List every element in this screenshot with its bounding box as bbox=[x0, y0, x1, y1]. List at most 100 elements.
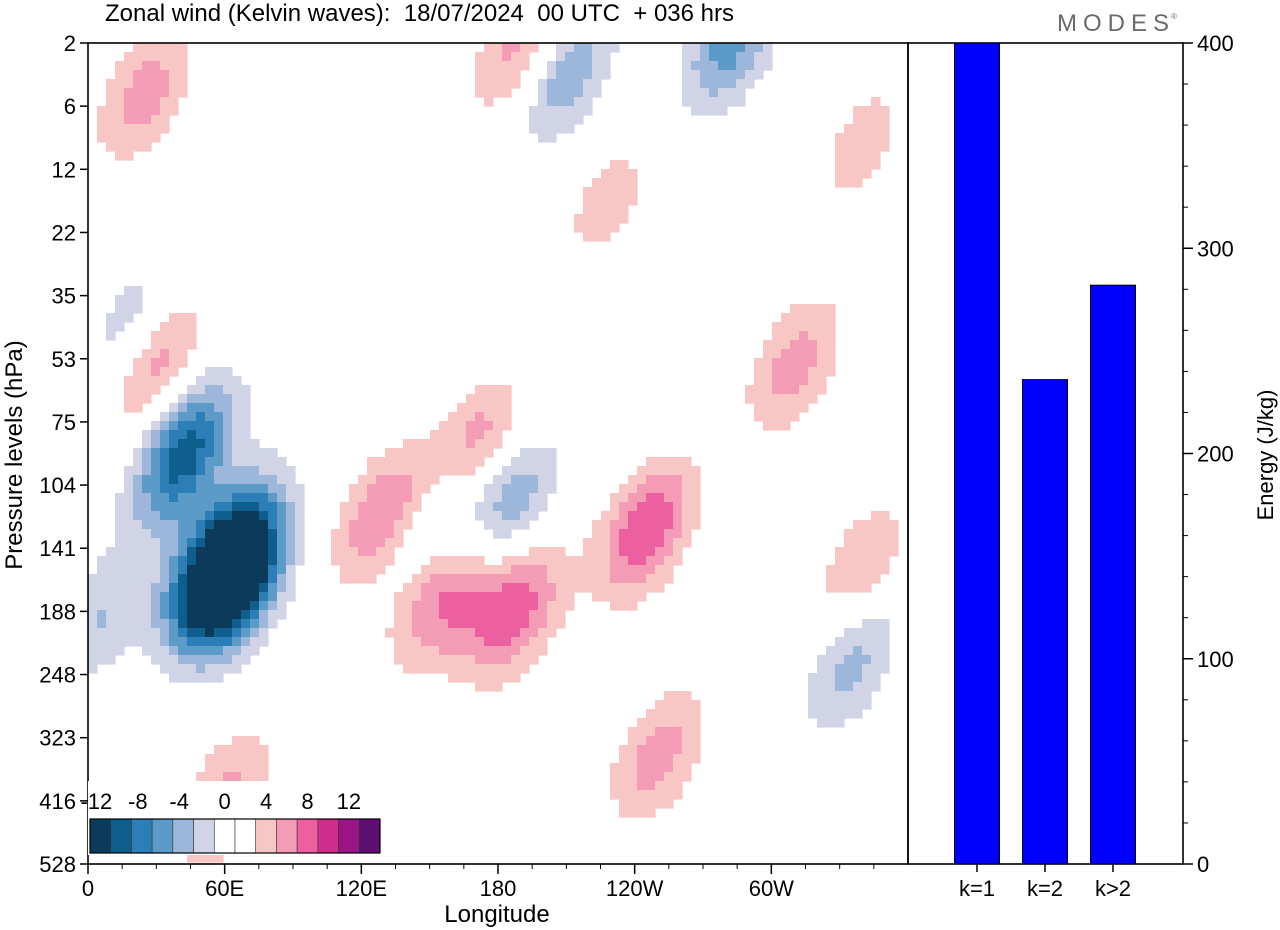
field-cell bbox=[637, 772, 647, 782]
field-cell bbox=[385, 493, 395, 503]
field-cell bbox=[790, 403, 800, 413]
field-cell bbox=[457, 457, 467, 467]
field-cell bbox=[529, 556, 539, 566]
field-cell bbox=[187, 673, 197, 683]
field-cell bbox=[484, 97, 494, 107]
colorbar-label: 4 bbox=[260, 789, 272, 814]
field-cell bbox=[637, 475, 647, 485]
field-cell bbox=[556, 79, 566, 89]
field-cell bbox=[871, 547, 881, 557]
field-cell bbox=[124, 385, 134, 395]
field-cell bbox=[376, 502, 386, 512]
field-cell bbox=[169, 61, 179, 71]
field-cell bbox=[277, 475, 287, 485]
field-cell bbox=[205, 664, 215, 674]
field-cell bbox=[664, 511, 674, 521]
field-cell bbox=[835, 565, 845, 575]
x-axis-label: Longitude bbox=[444, 901, 549, 928]
field-cell bbox=[187, 313, 197, 323]
field-cell bbox=[493, 646, 503, 656]
field-cell bbox=[520, 43, 530, 53]
field-cell bbox=[448, 430, 458, 440]
field-cell bbox=[799, 340, 809, 350]
y-tick-label: 248 bbox=[39, 663, 76, 688]
field-cell bbox=[196, 583, 206, 593]
field-cell bbox=[664, 502, 674, 512]
field-cell bbox=[124, 601, 134, 611]
colorbar-swatch bbox=[110, 818, 132, 854]
field-cell bbox=[844, 124, 854, 134]
field-cell bbox=[367, 457, 377, 467]
field-cell bbox=[538, 448, 548, 458]
field-cell bbox=[196, 556, 206, 566]
field-cell bbox=[142, 592, 152, 602]
bar-category-label: k=1 bbox=[959, 876, 995, 901]
field-cell bbox=[412, 493, 422, 503]
field-cell bbox=[133, 637, 143, 647]
field-cell bbox=[646, 574, 656, 584]
field-cell bbox=[475, 565, 485, 575]
field-cell bbox=[484, 592, 494, 602]
y-tick-label: 323 bbox=[39, 726, 76, 751]
field-cell bbox=[763, 61, 773, 71]
field-cell bbox=[673, 727, 683, 737]
field-cell bbox=[394, 466, 404, 476]
field-cell bbox=[160, 511, 170, 521]
field-cell bbox=[511, 637, 521, 647]
field-cell bbox=[169, 601, 179, 611]
field-cell bbox=[511, 556, 521, 566]
field-cell bbox=[835, 160, 845, 170]
field-cell bbox=[493, 529, 503, 539]
field-cell bbox=[691, 475, 701, 485]
field-cell bbox=[250, 439, 260, 449]
field-cell bbox=[520, 52, 530, 62]
field-cell bbox=[592, 52, 602, 62]
field-cell bbox=[457, 466, 467, 476]
field-cell bbox=[682, 511, 692, 521]
field-cell bbox=[835, 709, 845, 719]
field-cell bbox=[619, 538, 629, 548]
field-cell bbox=[115, 88, 125, 98]
field-cell bbox=[97, 646, 107, 656]
field-cell bbox=[664, 484, 674, 494]
field-cell bbox=[826, 646, 836, 656]
field-cell bbox=[799, 331, 809, 341]
field-cell bbox=[817, 313, 827, 323]
field-cell bbox=[241, 439, 251, 449]
field-cell bbox=[196, 403, 206, 413]
field-cell bbox=[286, 583, 296, 593]
field-cell bbox=[538, 79, 548, 89]
field-cell bbox=[493, 655, 503, 665]
field-cell bbox=[448, 664, 458, 674]
field-cell bbox=[484, 520, 494, 530]
field-cell bbox=[349, 547, 359, 557]
field-cell bbox=[232, 763, 242, 773]
field-cell bbox=[484, 601, 494, 611]
field-cell bbox=[142, 439, 152, 449]
field-cell bbox=[529, 646, 539, 656]
field-cell bbox=[457, 637, 467, 647]
field-cell bbox=[673, 691, 683, 701]
field-cell bbox=[619, 808, 629, 818]
field-cell bbox=[781, 403, 791, 413]
field-cell bbox=[124, 628, 134, 638]
field-cell bbox=[547, 556, 557, 566]
field-cell bbox=[835, 151, 845, 161]
field-cell bbox=[250, 574, 260, 584]
field-cell bbox=[196, 637, 206, 647]
field-cell bbox=[178, 628, 188, 638]
field-cell bbox=[358, 484, 368, 494]
field-cell bbox=[484, 574, 494, 584]
field-cell bbox=[178, 421, 188, 431]
field-cell bbox=[646, 493, 656, 503]
field-cell bbox=[529, 484, 539, 494]
field-cell bbox=[403, 475, 413, 485]
field-cell bbox=[232, 655, 242, 665]
field-cell bbox=[214, 511, 224, 521]
field-cell bbox=[160, 115, 170, 125]
field-cell bbox=[196, 376, 206, 386]
field-cell bbox=[205, 556, 215, 566]
field-cell bbox=[502, 421, 512, 431]
field-cell bbox=[826, 565, 836, 575]
field-cell bbox=[682, 52, 692, 62]
